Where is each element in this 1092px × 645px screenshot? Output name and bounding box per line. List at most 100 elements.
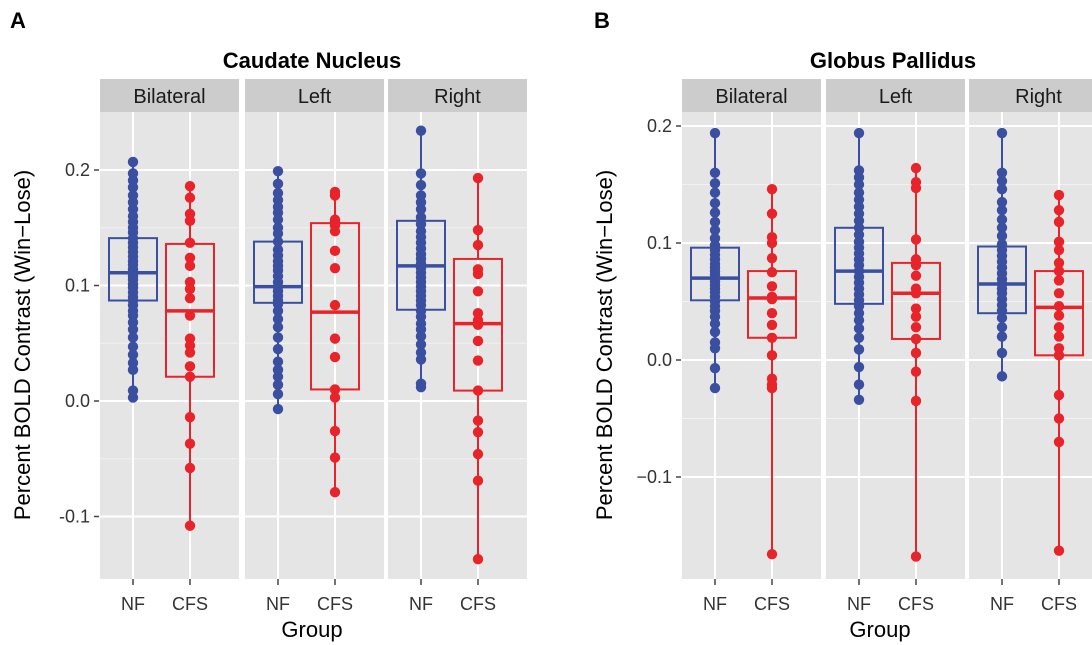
data-point-cfs: [766, 293, 778, 305]
facet-strip-label: Left: [879, 86, 913, 108]
facet-strip: [969, 79, 1092, 112]
data-point-nf: [996, 205, 1008, 216]
data-point-nf: [415, 179, 427, 191]
y-tick-label: 0.0: [647, 350, 672, 370]
data-point-cfs: [184, 438, 196, 449]
y-tick-label: -0.1: [59, 507, 90, 527]
data-point-cfs: [329, 262, 341, 274]
data-point-cfs: [472, 426, 484, 438]
facet-strip-label: Bilateral: [715, 86, 787, 108]
data-point-cfs: [472, 239, 484, 251]
data-point-nf: [415, 125, 427, 136]
data-point-cfs: [184, 293, 196, 304]
data-point-nf: [996, 331, 1008, 342]
data-point-cfs: [184, 462, 196, 474]
data-point-nf: [272, 356, 284, 367]
data-point-nf: [996, 222, 1008, 233]
data-point-nf: [996, 127, 1008, 139]
data-point-cfs: [329, 226, 341, 237]
chart-title: Caudate Nucleus: [223, 48, 402, 73]
data-point-nf: [709, 343, 721, 354]
facet-strip-label: Right: [434, 86, 481, 108]
data-point-nf: [415, 168, 427, 179]
facet-bilateral: Bilateral NF CFS: [100, 79, 239, 614]
data-point-cfs: [329, 487, 341, 498]
data-point-cfs: [472, 335, 484, 347]
data-point-cfs: [1053, 275, 1065, 286]
data-point-cfs: [766, 319, 778, 331]
facet-right: Right NF CFS: [388, 79, 527, 614]
data-point-cfs: [1053, 244, 1065, 256]
data-point-cfs: [910, 333, 922, 345]
data-point-nf: [996, 371, 1008, 382]
plot-background: [388, 112, 527, 579]
data-point-nf: [127, 156, 139, 168]
data-point-nf: [415, 381, 427, 393]
data-point-cfs: [472, 448, 484, 460]
data-point-cfs: [1053, 265, 1065, 277]
y-axis-title: Percent BOLD Contrast (Win−Lose): [592, 170, 617, 520]
facet-strip: [826, 79, 965, 112]
data-point-nf: [996, 167, 1008, 178]
data-point-nf: [996, 312, 1008, 324]
facet-left: Left NF CFS: [245, 79, 384, 614]
data-point-nf: [127, 349, 139, 360]
data-point-cfs: [472, 268, 484, 280]
data-point-cfs: [1053, 436, 1065, 448]
x-tick-label: NF: [847, 594, 871, 614]
data-point-cfs: [766, 253, 778, 264]
data-point-nf: [272, 332, 284, 343]
plot-background: [245, 112, 384, 579]
data-point-nf: [853, 179, 865, 190]
data-point-cfs: [184, 310, 196, 321]
facet-strip: [388, 79, 527, 112]
data-point-nf: [415, 204, 427, 215]
plot-background: [682, 112, 821, 579]
data-point-cfs: [184, 180, 196, 192]
data-point-nf: [996, 175, 1008, 187]
chart-title: Globus Pallidus: [810, 48, 976, 73]
data-point-cfs: [766, 183, 778, 195]
data-point-nf: [272, 228, 284, 239]
data-point-nf: [853, 127, 865, 139]
data-point-cfs: [472, 319, 484, 330]
data-point-cfs: [184, 215, 196, 227]
data-point-nf: [415, 331, 427, 342]
data-point-cfs: [766, 350, 778, 361]
data-point-cfs: [766, 549, 778, 560]
data-point-nf: [127, 341, 139, 352]
panel-label: B: [594, 8, 610, 33]
data-point-cfs: [472, 554, 484, 565]
data-point-nf: [996, 322, 1008, 333]
data-point-nf: [709, 382, 721, 394]
data-point-cfs: [1053, 257, 1065, 269]
data-point-nf: [853, 361, 865, 373]
y-tick-label: −0.1: [636, 467, 672, 487]
data-point-nf: [272, 388, 284, 400]
data-point-cfs: [910, 366, 922, 377]
data-point-cfs: [766, 267, 778, 278]
data-point-nf: [996, 196, 1008, 208]
data-point-nf: [272, 343, 284, 355]
data-point-nf: [127, 392, 139, 403]
data-point-nf: [709, 326, 721, 338]
x-tick-label: CFS: [317, 594, 353, 614]
data-point-cfs: [472, 385, 484, 396]
plot-background: [969, 112, 1092, 579]
y-tick-label: 0.0: [65, 391, 90, 411]
facet-strip-label: Right: [1015, 86, 1062, 108]
data-point-nf: [272, 371, 284, 382]
data-point-cfs: [766, 382, 778, 394]
data-point-cfs: [472, 172, 484, 184]
data-point-cfs: [472, 475, 484, 486]
x-tick-label: NF: [266, 594, 290, 614]
facet-left: Left NF CFS: [826, 79, 965, 614]
data-point-cfs: [910, 288, 922, 299]
data-point-cfs: [910, 182, 922, 194]
data-point-nf: [709, 207, 721, 218]
data-point-cfs: [329, 299, 341, 311]
x-axis-title: Group: [849, 617, 910, 642]
data-point-nf: [709, 216, 721, 228]
x-tick-label: NF: [703, 594, 727, 614]
